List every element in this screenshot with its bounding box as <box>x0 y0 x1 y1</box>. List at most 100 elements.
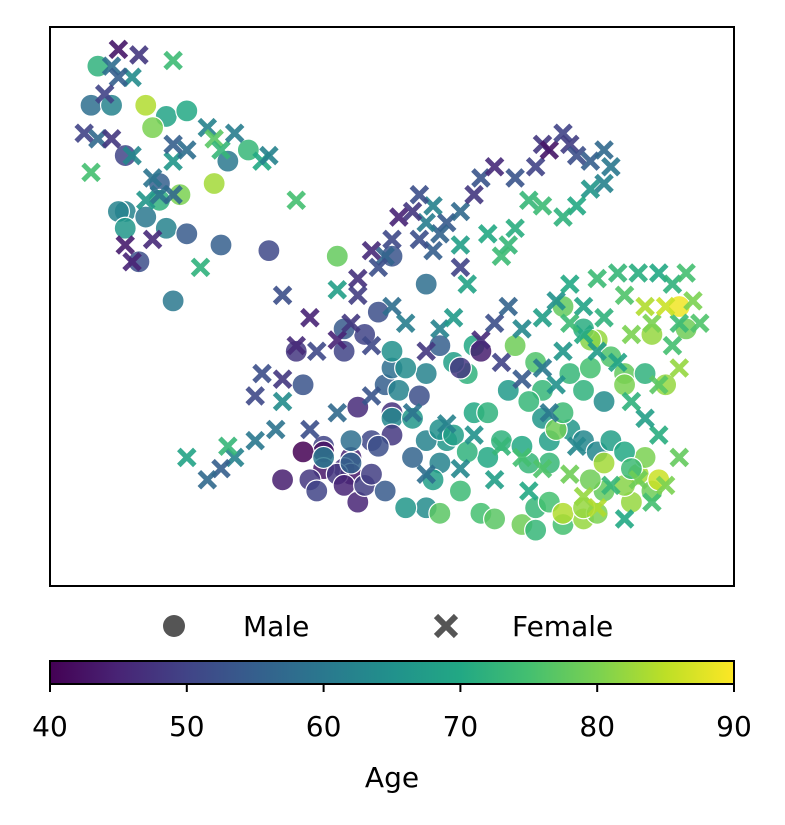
point-female-94 <box>177 447 197 468</box>
point-female-59 <box>601 156 621 177</box>
point-male-54 <box>339 451 363 475</box>
point-female-79 <box>368 257 389 278</box>
point-male-70 <box>441 423 466 447</box>
point-female-75 <box>402 201 423 222</box>
point-female-9 <box>101 129 122 149</box>
point-female-61 <box>580 179 601 199</box>
point-male-24 <box>325 244 349 268</box>
point-female-119 <box>662 335 683 356</box>
point-female-63 <box>553 207 573 227</box>
point-female-74 <box>409 184 430 205</box>
point-female-65 <box>519 190 539 211</box>
point-female-142 <box>683 291 703 311</box>
point-female-109 <box>628 470 649 490</box>
point-female-1 <box>101 56 122 76</box>
point-male-59 <box>366 434 390 458</box>
point-female-120 <box>642 313 662 334</box>
point-female-128 <box>491 352 512 373</box>
point-male-75 <box>428 501 452 525</box>
point-male-23 <box>202 171 226 196</box>
point-male-129 <box>517 389 541 414</box>
colorbar-gradient <box>49 660 735 685</box>
point-female-77 <box>382 229 402 250</box>
point-female-134 <box>546 291 566 311</box>
point-female-50 <box>505 168 525 188</box>
point-female-25 <box>142 229 163 250</box>
point-female-53 <box>539 140 560 160</box>
point-female-47 <box>464 184 484 205</box>
point-male-58 <box>359 462 384 486</box>
point-female-104 <box>532 458 553 479</box>
point-male-18 <box>209 233 233 257</box>
point-male-1 <box>99 93 124 117</box>
point-male-7 <box>216 149 240 173</box>
point-male-32 <box>291 373 315 397</box>
point-male-21 <box>161 289 185 313</box>
point-female-108 <box>601 475 621 496</box>
point-female-12 <box>142 168 163 188</box>
point-female-137 <box>607 263 628 283</box>
colorbar-tick-label-90: 90 <box>716 710 752 743</box>
point-female-19 <box>224 123 245 143</box>
point-male-6 <box>175 99 199 123</box>
point-female-141 <box>676 263 696 283</box>
colorbar: 40 50 60 70 80 90 Age <box>32 660 752 794</box>
point-female-113 <box>669 447 690 468</box>
point-male-3 <box>113 143 137 168</box>
point-female-18 <box>211 140 231 160</box>
point-female-64 <box>532 196 553 216</box>
point-female-96 <box>300 419 320 440</box>
point-female-156 <box>450 458 471 479</box>
point-female-24 <box>163 184 183 205</box>
point-female-154 <box>519 481 539 501</box>
legend-female-marker <box>433 613 459 639</box>
point-female-83 <box>306 341 327 361</box>
point-female-148 <box>587 341 607 361</box>
point-female-90 <box>245 430 265 451</box>
point-female-37 <box>395 313 416 334</box>
point-male-106 <box>619 457 644 481</box>
point-female-121 <box>635 296 655 317</box>
legend-male-marker <box>163 615 185 637</box>
point-female-80 <box>361 240 382 261</box>
point-female-40 <box>443 307 464 328</box>
point-male-77 <box>483 507 507 531</box>
point-female-117 <box>648 374 669 395</box>
point-female-98 <box>361 386 382 406</box>
point-female-69 <box>477 224 498 244</box>
point-male-15 <box>134 205 158 229</box>
point-female-138 <box>628 263 649 283</box>
point-male-107 <box>592 451 616 475</box>
point-female-118 <box>669 358 690 378</box>
point-male-141 <box>653 373 678 397</box>
point-female-151 <box>546 374 566 395</box>
point-male-67 <box>400 406 425 430</box>
point-female-150 <box>560 313 580 334</box>
point-female-105 <box>560 464 580 484</box>
point-male-14 <box>113 216 137 240</box>
point-male-123 <box>394 356 418 380</box>
point-female-88 <box>272 391 293 412</box>
legend-male-label: Male <box>243 610 309 643</box>
point-female-153 <box>566 436 587 457</box>
point-female-110 <box>614 509 635 529</box>
point-female-136 <box>587 268 607 289</box>
point-female-56 <box>566 145 587 166</box>
point-female-149 <box>573 296 594 317</box>
point-male-19 <box>257 239 281 263</box>
point-female-111 <box>642 492 662 512</box>
point-female-7 <box>74 123 94 143</box>
point-female-3 <box>163 50 183 71</box>
point-male-110 <box>571 378 596 402</box>
point-male-69 <box>476 401 500 425</box>
point-female-70 <box>450 235 471 255</box>
point-female-89 <box>265 419 286 440</box>
point-female-32 <box>300 307 320 328</box>
point-male-35 <box>387 378 411 402</box>
point-female-143 <box>690 313 710 334</box>
point-female-49 <box>484 156 505 177</box>
point-female-135 <box>560 274 580 294</box>
point-female-131 <box>498 296 519 317</box>
point-female-107 <box>587 497 607 518</box>
